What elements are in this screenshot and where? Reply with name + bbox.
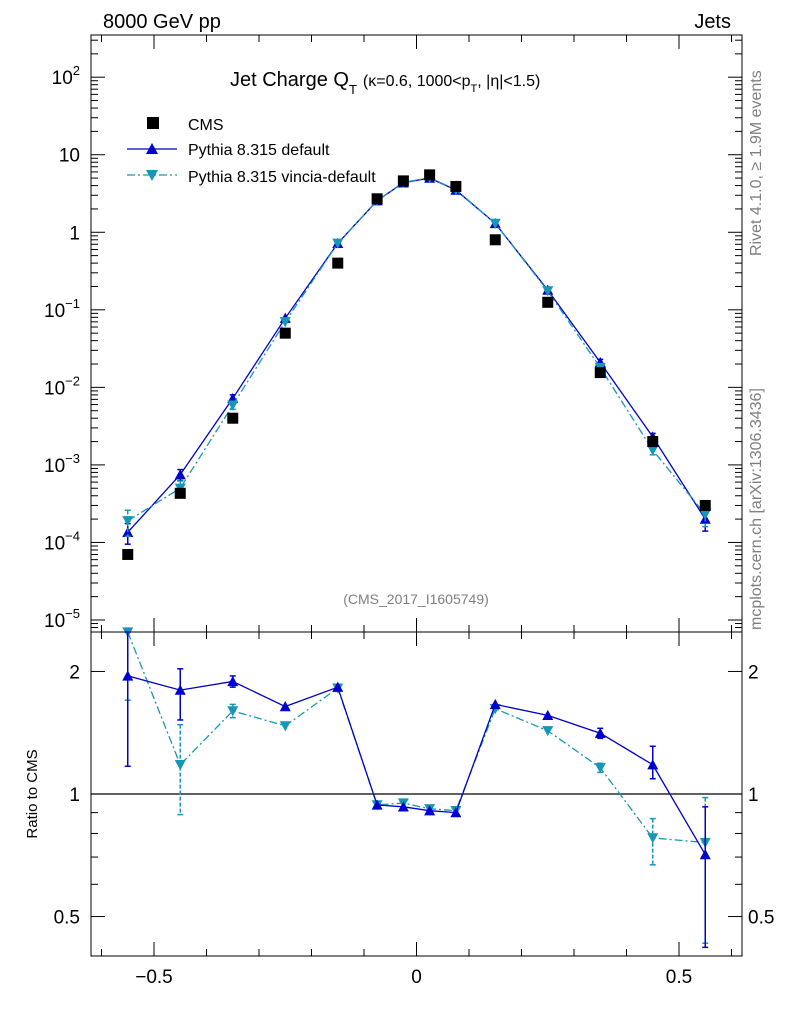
header-energy: 8000 GeV pp — [103, 11, 221, 33]
legend-vincia-marker — [146, 170, 158, 181]
ratio-default-point — [594, 727, 606, 738]
vincia-point — [489, 218, 501, 229]
cms-data-point — [699, 499, 711, 511]
vincia-point — [279, 317, 291, 328]
y-tick-label: 1 — [69, 223, 80, 244]
ratio-default-point — [397, 801, 409, 812]
series-layer — [122, 169, 711, 949]
title-main-sub: T — [349, 82, 357, 97]
ratio-default-point — [647, 759, 659, 770]
plot-title: Jet Charge QT (κ=0.6, 1000<pT, |η|<1.5) — [230, 69, 540, 97]
title-main: Jet Charge Q — [230, 69, 349, 91]
ratio-axes: 2 2 1 1 0.5 0.5 — [54, 662, 774, 957]
ratio-y-axis-label: Ratio to CMS — [24, 749, 41, 838]
ratio-y-tick-label-left: 2 — [69, 662, 80, 683]
legend-default-marker — [146, 143, 158, 154]
cms-data-point — [489, 234, 501, 246]
ratio-y-tick-label-right: 1 — [748, 785, 759, 806]
x-tick-label: 0.5 — [666, 967, 692, 988]
default-line — [127, 177, 706, 533]
ratio-vincia-point — [542, 726, 554, 737]
legend-default-label: Pythia 8.315 default — [188, 142, 330, 159]
ratio-default-point — [122, 670, 134, 681]
title-cuts-sub: T — [471, 83, 478, 95]
y-tick-label: 10−1 — [44, 296, 80, 322]
cms-data-point — [542, 296, 554, 308]
y-tick-label: 102 — [52, 63, 80, 89]
y-tick-label: 10 — [59, 146, 80, 167]
cms-data-point — [647, 436, 659, 448]
ratio-default-point — [699, 849, 711, 860]
ratio-default-point — [371, 799, 383, 810]
legend-cms-marker — [147, 117, 159, 129]
ratio-default-point — [174, 684, 186, 695]
ratio-default-point — [424, 805, 436, 816]
cms-data-point — [450, 180, 462, 192]
vincia-line — [127, 177, 706, 522]
ratio-default-line — [127, 675, 706, 855]
header-category: Jets — [694, 11, 731, 33]
cms-data-point — [397, 175, 409, 187]
y-tick-label: 10−4 — [44, 528, 80, 554]
vincia-point — [332, 238, 344, 249]
cms-data-point — [122, 548, 134, 560]
rivet-version-label: Rivet 4.1.0, ≥ 1.9M events — [748, 70, 765, 256]
ratio-y-tick-label-left: 0.5 — [54, 908, 80, 929]
ratio-vincia-point — [594, 763, 606, 774]
ratio-vincia-line — [127, 631, 706, 844]
default-point — [174, 469, 186, 480]
legend-cms-label: CMS — [188, 117, 224, 134]
y-tick-label: 10−5 — [44, 606, 80, 632]
vincia-point — [542, 286, 554, 297]
mcplots-label: mcplots.cern.ch [arXiv:1306.3436] — [748, 388, 765, 630]
ratio-y-tick-label-right: 2 — [748, 662, 759, 683]
cms-data-point — [594, 367, 606, 379]
ratio-vincia-point — [647, 833, 659, 844]
x-tick-label: 0 — [411, 967, 422, 988]
title-cuts-tail: , |η|<1.5) — [477, 73, 540, 90]
ratio-default-point — [450, 807, 462, 818]
ratio-vincia-point — [279, 721, 291, 732]
cms-data-point — [424, 169, 436, 181]
vincia-point — [122, 516, 134, 527]
ratio-default-point — [279, 701, 291, 712]
ratio-y-tick-label-left: 1 — [69, 785, 80, 806]
analysis-watermark: (CMS_2017_I1605749) — [343, 591, 489, 607]
ratio-default-point — [542, 709, 554, 721]
cms-data-point — [174, 487, 186, 499]
legend: CMS Pythia 8.315 default Pythia 8.315 vi… — [127, 117, 376, 186]
legend-vincia-label: Pythia 8.315 vincia-default — [188, 169, 376, 186]
y-tick-label: 10−2 — [44, 373, 80, 399]
x-axis: −0.5 0 0.5 — [101, 35, 732, 988]
title-cuts: (κ=0.6, 1000<p — [363, 73, 471, 90]
vincia-point — [699, 509, 711, 520]
ratio-y-tick-label-right: 0.5 — [748, 908, 774, 929]
cms-data-point — [279, 327, 291, 339]
ratio-vincia-point — [174, 760, 186, 771]
vincia-point — [647, 445, 659, 456]
main-axes: 102 10 1 10−1 10−2 10−3 10−4 10−5 — [44, 39, 742, 633]
vincia-point — [227, 400, 239, 411]
cms-data-point — [332, 257, 344, 269]
ratio-default-point — [332, 681, 344, 692]
ratio-default-point — [489, 698, 501, 710]
ratio-vincia-point — [227, 706, 239, 717]
ratio-default-point — [227, 675, 239, 687]
cms-data-point — [227, 412, 239, 424]
y-tick-label: 10−3 — [44, 451, 80, 477]
cms-data-point — [371, 193, 383, 205]
x-tick-label: −0.5 — [135, 967, 173, 988]
